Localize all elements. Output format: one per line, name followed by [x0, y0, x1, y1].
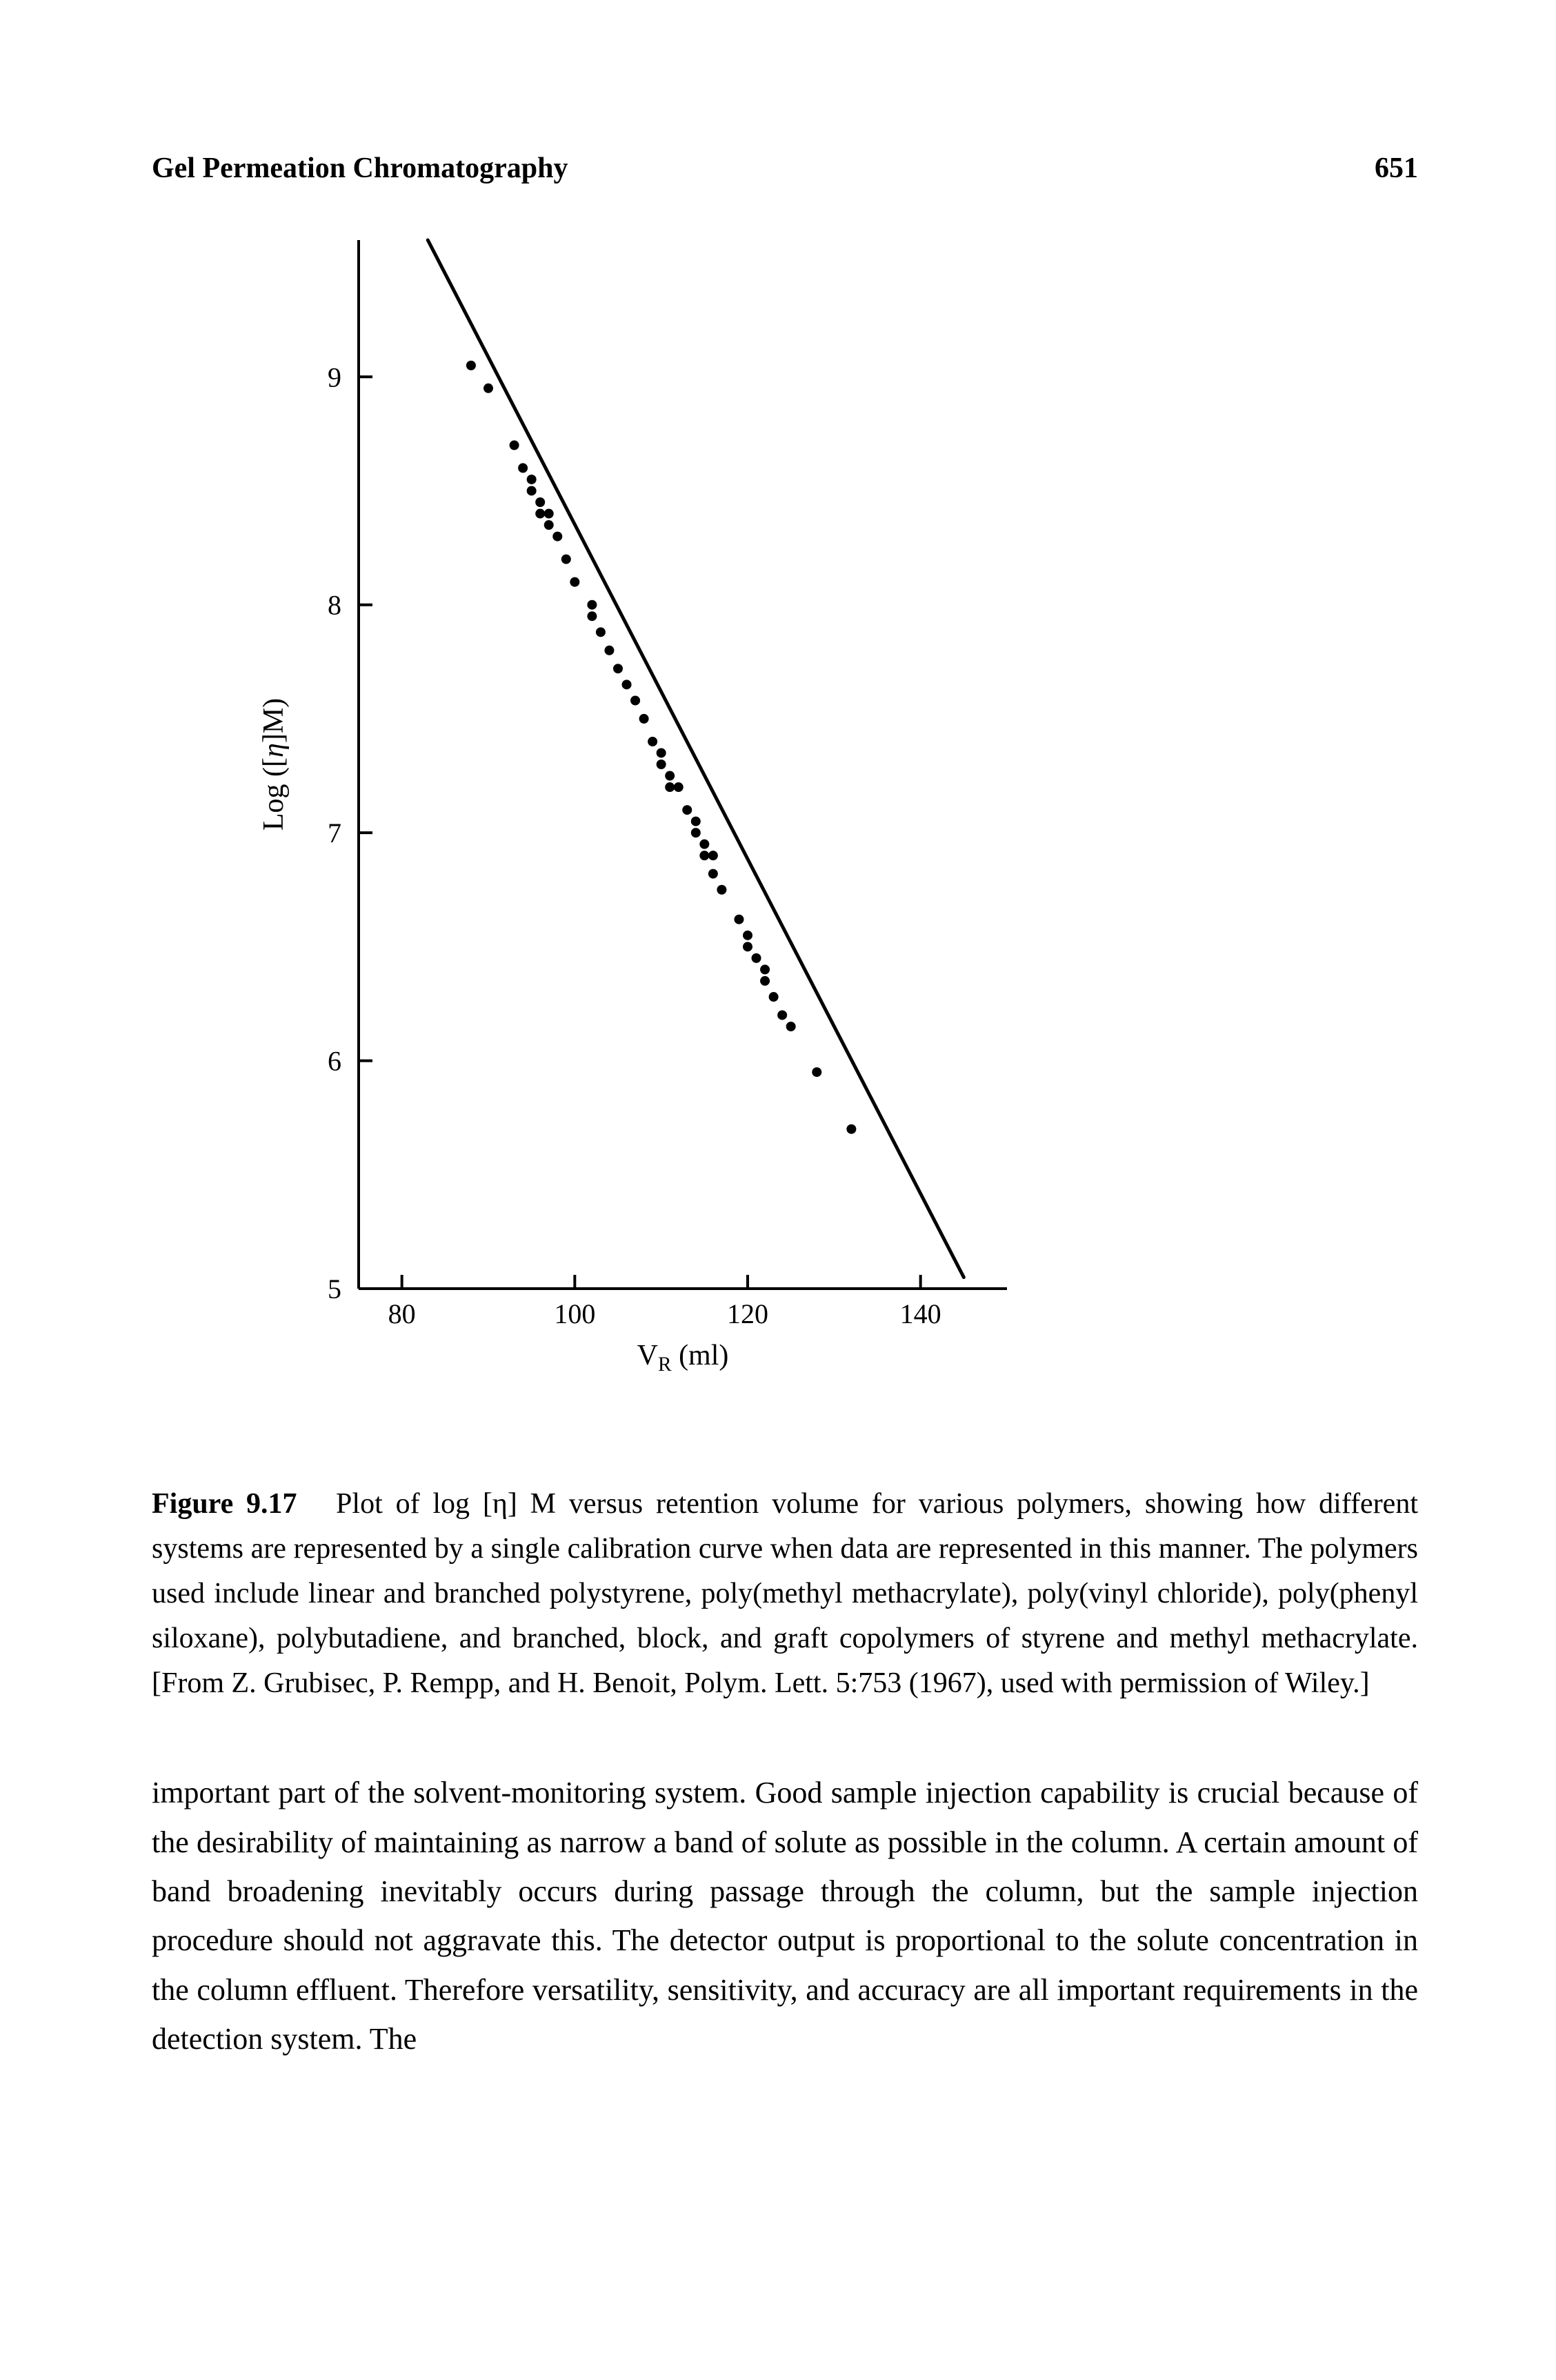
svg-text:140: 140	[900, 1298, 941, 1329]
page-number: 651	[1375, 152, 1418, 185]
svg-text:5: 5	[328, 1273, 341, 1305]
svg-text:120: 120	[727, 1298, 768, 1329]
svg-text:6: 6	[328, 1046, 341, 1077]
caption-text: Plot of log [η] M versus retention volum…	[152, 1488, 1418, 1699]
svg-text:Log ([η]M): Log ([η]M)	[258, 698, 290, 831]
figure-caption: Figure 9.17 Plot of log [η] M versus ret…	[152, 1482, 1418, 1706]
svg-text:8: 8	[328, 590, 341, 621]
running-head: Gel Permeation Chromatography 651	[152, 152, 1418, 185]
svg-text:9: 9	[328, 361, 341, 393]
svg-text:7: 7	[328, 817, 341, 849]
figure-chart: 5 6 7 8 9 80 100 120 140 VR (ml) Log ([η]M)	[235, 212, 1062, 1427]
svg-text:80: 80	[388, 1298, 416, 1329]
svg-text:VR (ml): VR (ml)	[637, 1340, 729, 1376]
caption-lead: Figure 9.17	[152, 1488, 297, 1520]
running-title: Gel Permeation Chromatography	[152, 152, 568, 185]
page: Gel Permeation Chromatography 651 5 6 7 8 9 8…	[0, 0, 1556, 2380]
body-paragraph: important part of the solvent-monitoring…	[152, 1768, 1418, 2063]
chart-svg: 5 6 7 8 9 80 100 120 140 VR (ml) Log ([η]M)	[235, 212, 1062, 1427]
svg-text:100: 100	[554, 1298, 595, 1329]
